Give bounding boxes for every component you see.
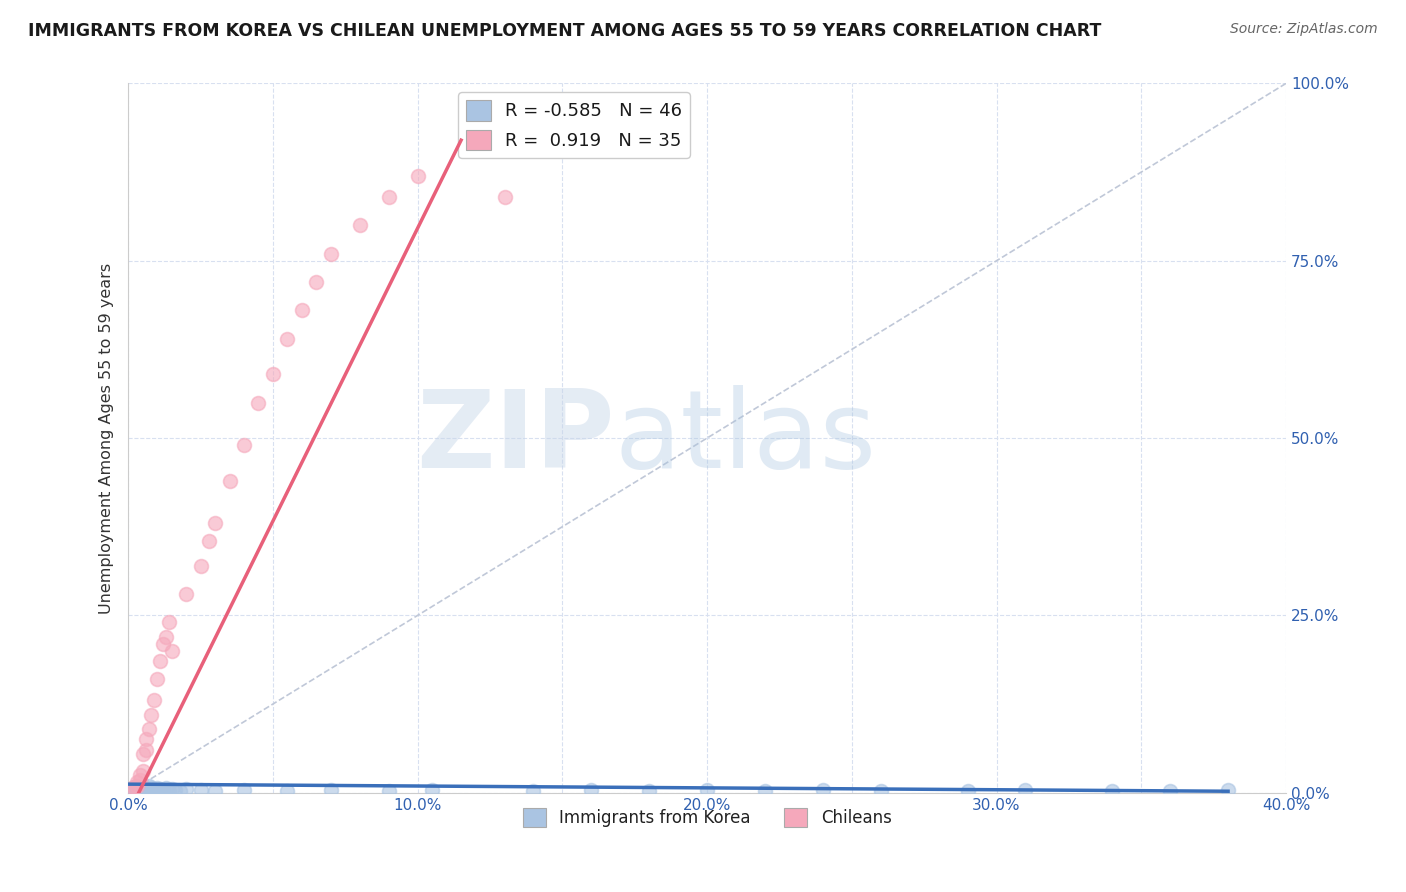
Point [198,533,221,548]
Point [349,219,371,233]
Point [204,783,226,797]
Point [149,655,172,669]
Point [869,783,891,797]
Point [233,438,256,452]
Point [132,780,155,794]
Point [174,587,197,601]
Point [141,783,163,797]
Point [143,782,166,797]
Point [157,615,180,630]
Point [146,780,169,795]
Point [169,783,191,797]
Point [262,368,284,382]
Point [128,772,150,787]
Point [276,783,298,797]
Point [135,743,157,757]
Text: IMMIGRANTS FROM KOREA VS CHILEAN UNEMPLOYMENT AMONG AGES 55 TO 59 YEARS CORRELAT: IMMIGRANTS FROM KOREA VS CHILEAN UNEMPLO… [28,22,1101,40]
Point [135,732,157,747]
Point [122,783,145,797]
Point [155,781,177,796]
Point [1159,783,1181,797]
Text: atlas: atlas [614,385,876,491]
Point [522,783,544,797]
Legend: Immigrants from Korea, Chileans: Immigrants from Korea, Chileans [516,801,898,834]
Point [276,332,298,346]
Point [128,768,150,782]
Point [138,722,160,736]
Point [120,782,142,797]
Point [494,190,516,204]
Point [141,781,163,796]
Point [135,780,157,795]
Point [128,781,150,796]
Point [581,782,603,797]
Point [160,644,183,658]
Point [163,782,186,797]
Point [1014,782,1036,797]
Point [122,780,145,794]
Text: Source: ZipAtlas.com: Source: ZipAtlas.com [1230,22,1378,37]
Point [811,782,834,797]
Point [319,782,342,797]
Point [174,782,197,797]
Point [696,782,718,797]
Point [135,783,157,797]
Point [233,782,256,797]
Point [190,558,212,573]
Point [143,782,166,797]
Point [1216,782,1239,797]
Point [132,782,155,797]
Text: ZIP: ZIP [416,385,614,491]
Point [305,275,328,289]
Point [125,775,148,789]
Point [120,782,142,797]
Point [152,637,174,651]
Point [138,782,160,797]
Point [1101,783,1123,797]
Point [204,516,226,530]
Point [291,303,314,318]
Point [956,783,979,797]
Point [125,779,148,793]
Point [319,246,342,260]
Point [190,782,212,797]
Point [143,693,166,707]
Point [420,782,443,797]
Y-axis label: Unemployment Among Ages 55 to 59 years: Unemployment Among Ages 55 to 59 years [100,262,114,614]
Point [377,190,399,204]
Point [155,630,177,644]
Point [132,747,155,761]
Point [754,783,776,797]
Point [377,783,399,797]
Point [125,780,148,795]
Point [128,784,150,798]
Point [149,782,172,797]
Point [218,474,240,488]
Point [152,782,174,797]
Point [638,783,661,797]
Point [125,782,148,797]
Point [146,672,169,686]
Point [146,783,169,797]
Point [157,783,180,797]
Point [406,169,429,183]
Point [122,780,145,794]
Point [160,782,183,797]
Point [138,779,160,793]
Point [141,707,163,722]
Point [132,764,155,779]
Point [247,395,270,409]
